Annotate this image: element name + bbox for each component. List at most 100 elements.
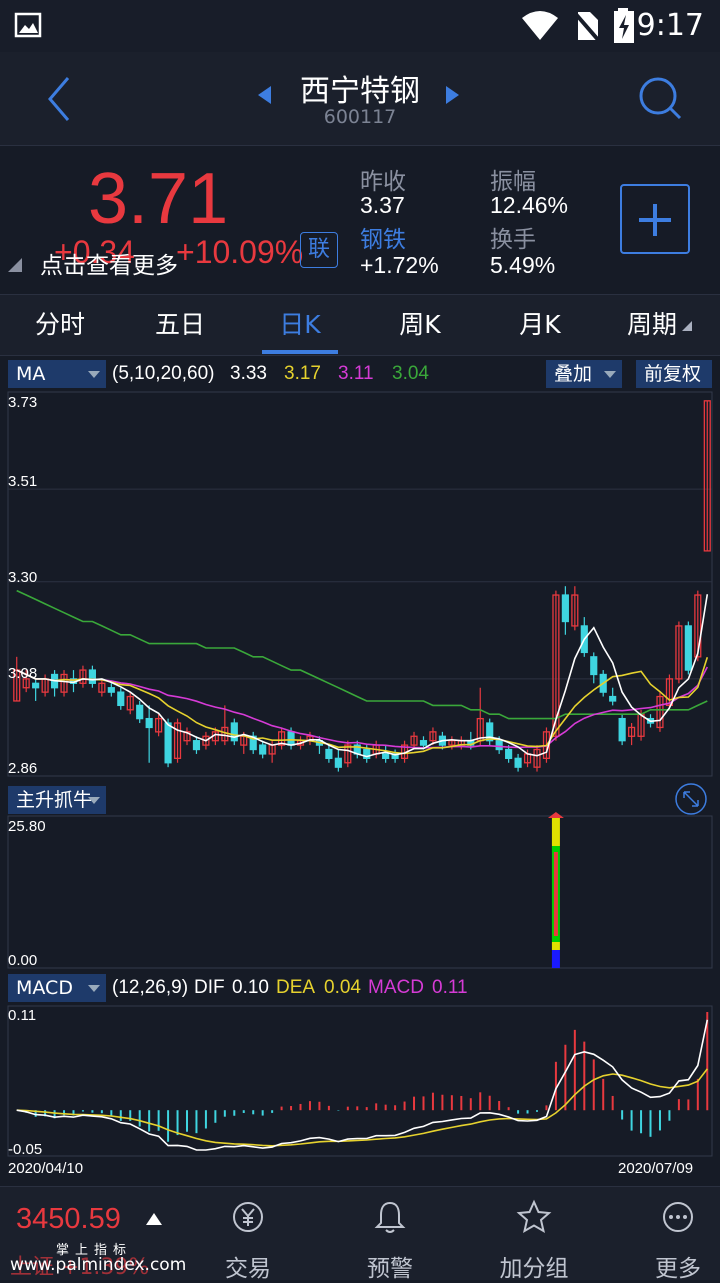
bell-icon	[374, 1201, 406, 1233]
candle-body	[344, 744, 352, 764]
turnover-label: 换手	[490, 227, 536, 253]
stock-name: 西宁特钢	[300, 74, 420, 109]
panel-frame	[7, 391, 713, 777]
candle-body	[117, 691, 125, 707]
add-watchlist-button[interactable]	[620, 184, 690, 254]
candle-body	[155, 717, 163, 733]
ma60-line	[16, 589, 708, 720]
candle-body	[552, 594, 560, 737]
signal-bar-yellow	[551, 818, 560, 846]
candle-body	[88, 669, 96, 684]
gallery-icon	[14, 12, 42, 38]
prev-close-label: 昨收	[360, 169, 406, 195]
candle-body	[334, 757, 342, 768]
candle-body	[136, 704, 144, 720]
indicator2-label: 主升抓牛	[16, 789, 93, 811]
candle-body	[590, 656, 598, 676]
index-name: 掌上指标	[56, 1243, 133, 1258]
candle-body	[22, 678, 30, 689]
macd-selector-label: MACD	[16, 977, 73, 999]
candle-body	[98, 682, 106, 693]
dropdown-icon	[604, 371, 616, 378]
candle-body	[628, 726, 636, 737]
candle-body	[287, 731, 295, 746]
candle-body	[173, 722, 182, 759]
nav-trade[interactable]: 交易	[188, 1187, 308, 1282]
expand-icon[interactable]	[674, 782, 708, 816]
sector-link[interactable]: 钢铁	[360, 227, 406, 253]
nav-more[interactable]: 更多	[618, 1187, 720, 1282]
candle-body	[505, 748, 513, 759]
candle-body	[230, 722, 238, 742]
tab-monthly-k[interactable]: 月K	[519, 310, 561, 339]
adjust-button[interactable]: 前复权	[636, 360, 712, 388]
no-sim-icon	[572, 10, 600, 42]
period-dropdown-icon	[682, 321, 692, 331]
date-end: 2020/07/09	[618, 1160, 694, 1177]
candle-body	[665, 678, 674, 707]
next-stock-arrow-icon[interactable]	[446, 86, 459, 104]
tab-five-day[interactable]: 五日	[154, 310, 205, 339]
period-tabs: 分时 五日 日K 周K 月K 周期	[0, 294, 720, 356]
ma-selector[interactable]: MA	[8, 360, 106, 388]
ma5-value: 3.33	[230, 363, 267, 384]
dif-label: DIF	[194, 977, 225, 998]
candle-body	[391, 753, 399, 759]
candle-body	[703, 400, 711, 552]
tab-weekly-k[interactable]: 周K	[399, 310, 441, 339]
ma60-value: 3.04	[392, 363, 429, 384]
overlay-selector[interactable]: 叠加	[546, 360, 622, 388]
chart-area[interactable]: MA (5,10,20,60) 3.33 3.17 3.11 3.04 叠加 前…	[0, 356, 720, 1186]
candle-body	[278, 731, 286, 746]
candle-body	[202, 735, 210, 746]
linked-button[interactable]: 联	[300, 232, 338, 268]
dif-value: 0.10	[232, 977, 269, 998]
candle-body	[448, 740, 456, 746]
amplitude-value: 12.46%	[490, 192, 569, 218]
candle-body	[192, 740, 201, 751]
last-price: 3.71	[88, 159, 229, 239]
nav-alert[interactable]: 预警	[330, 1187, 450, 1282]
candle-body	[684, 625, 692, 671]
candle-body	[656, 695, 664, 729]
see-more-hint[interactable]: 点击查看更多	[40, 253, 178, 279]
watermark: www.palmindex.com	[10, 1255, 187, 1275]
macd-label: MACD	[368, 977, 424, 998]
dropdown-icon	[88, 371, 100, 378]
index-up-arrow-icon	[146, 1213, 162, 1225]
tab-period[interactable]: 周期	[626, 310, 677, 339]
candle-body	[60, 673, 68, 693]
macd-axis-bottom: -0.05	[8, 1141, 43, 1158]
candle-body	[382, 753, 390, 759]
indicator2-selector[interactable]: 主升抓牛	[8, 786, 106, 814]
candle-body	[486, 722, 494, 742]
ind2-axis-bottom: 0.00	[8, 952, 38, 969]
tab-daily-k[interactable]: 日K	[279, 310, 321, 339]
macd-axis-top: 0.11	[8, 1007, 37, 1024]
price-axis-l1: 3.51	[8, 473, 38, 490]
index-value[interactable]: 3450.59	[16, 1203, 121, 1235]
battery-charging-icon	[614, 8, 634, 43]
quote-panel[interactable]: 3.71 +0.34 +10.09% 点击查看更多 联 昨收 3.37 钢铁 +…	[0, 146, 720, 294]
signal-marker	[547, 812, 564, 818]
panel-frame	[7, 815, 713, 969]
candle-body	[410, 735, 418, 746]
price-axis-l2: 3.30	[8, 569, 38, 586]
search-icon[interactable]	[636, 74, 684, 124]
status-bar: 9:17	[0, 0, 720, 52]
index-change: 上证 +1.39%	[10, 1255, 150, 1280]
candle-body	[249, 735, 257, 751]
candle-body	[561, 594, 569, 623]
tab-intraday[interactable]: 分时	[34, 310, 85, 339]
nav-trade-label: 交易	[225, 1256, 271, 1282]
back-arrow-icon[interactable]	[40, 74, 80, 124]
candle-body	[126, 695, 134, 711]
candle-body	[618, 717, 626, 742]
nav-add-group[interactable]: 加分组	[474, 1187, 594, 1282]
candle-body	[694, 594, 702, 658]
kline-chart[interactable]	[0, 356, 720, 1186]
dea-label: DEA	[276, 977, 316, 998]
prev-stock-arrow-icon[interactable]	[258, 86, 271, 104]
macd-selector[interactable]: MACD	[8, 974, 106, 1002]
dropdown-icon	[88, 797, 100, 804]
